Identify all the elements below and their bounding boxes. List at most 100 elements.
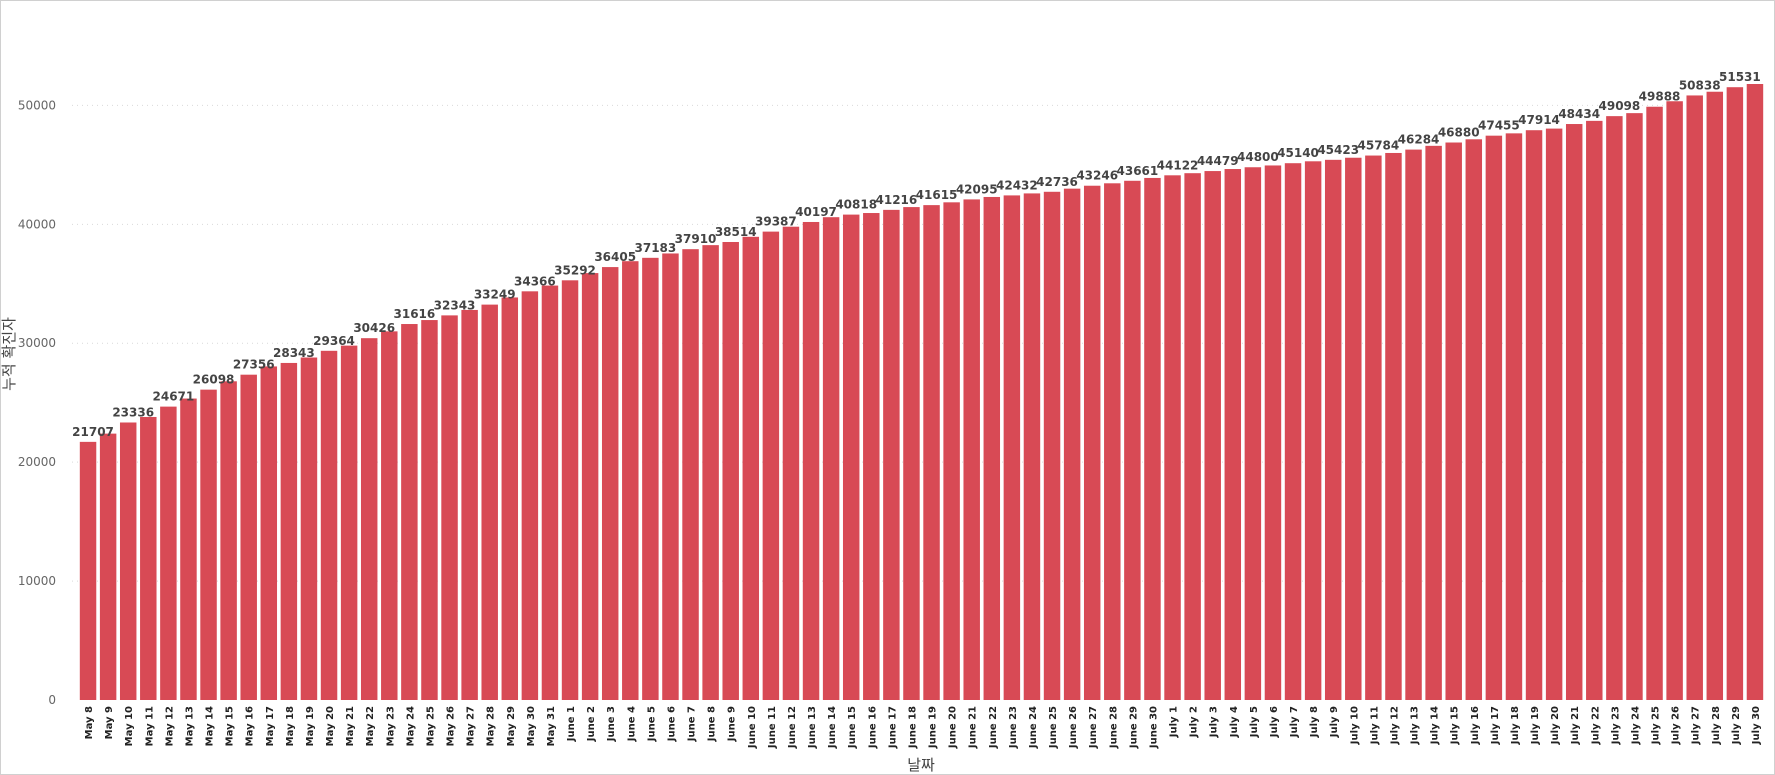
data-label: 40197 [795, 205, 837, 219]
x-tick-label: July 5 [1249, 706, 1260, 738]
x-tick-label: July 23 [1610, 706, 1621, 745]
x-tick-label: June 23 [1008, 706, 1019, 749]
data-label: 46880 [1438, 126, 1480, 140]
x-tick-label: July 3 [1209, 706, 1220, 738]
bar [903, 207, 920, 700]
y-tick-label: 20000 [18, 455, 56, 469]
bar [1606, 116, 1623, 700]
bar [943, 202, 960, 700]
data-label: 41216 [876, 193, 918, 207]
x-tick-label: June 30 [1148, 706, 1159, 749]
x-tick-label: June 24 [1028, 706, 1039, 749]
data-label: 35292 [554, 263, 596, 277]
x-tick-label: June 13 [807, 706, 818, 749]
bar [521, 291, 539, 700]
bar [441, 315, 458, 700]
data-label: 23336 [112, 405, 154, 419]
bar [1224, 169, 1242, 700]
x-tick-label: June 5 [646, 706, 657, 742]
x-tick-label: July 7 [1289, 706, 1300, 738]
bar [883, 209, 900, 701]
x-tick-label: June 2 [586, 706, 597, 742]
bar [1264, 165, 1282, 700]
bar [1565, 124, 1583, 701]
bar [1104, 183, 1121, 700]
x-tick-label: July 18 [1510, 706, 1521, 745]
data-label: 46284 [1398, 133, 1440, 147]
x-tick-label: May 15 [225, 706, 236, 746]
bar [1646, 106, 1663, 700]
bar [1425, 145, 1442, 701]
x-tick-label: June 26 [1068, 706, 1079, 749]
x-tick-label: June 11 [767, 706, 778, 749]
x-tick-label: May 26 [446, 706, 457, 746]
x-tick-label: June 25 [1048, 706, 1059, 749]
bar [622, 261, 639, 700]
x-tick-label: July 12 [1389, 706, 1400, 745]
x-tick-label: May 25 [425, 706, 436, 746]
x-tick-label: July 1 [1169, 706, 1180, 738]
x-tick-label: June 7 [687, 706, 698, 742]
bar [1304, 161, 1322, 700]
bar [1204, 171, 1221, 700]
bar [742, 236, 760, 701]
bar [1706, 91, 1724, 700]
x-tick-label: July 6 [1269, 706, 1280, 738]
x-tick-label: July 26 [1671, 706, 1682, 745]
data-label: 45423 [1317, 143, 1359, 157]
bar [1023, 193, 1041, 701]
x-tick-label: May 14 [205, 706, 216, 746]
data-label: 28343 [273, 346, 315, 360]
bar [1003, 195, 1021, 700]
bar [963, 199, 980, 700]
x-tick-label: June 16 [867, 706, 878, 749]
x-tick-label: July 30 [1751, 706, 1762, 745]
data-label: 44800 [1237, 150, 1279, 164]
bar [863, 213, 880, 700]
x-tick-label: June 9 [727, 706, 738, 742]
data-label: 24671 [153, 390, 195, 404]
bar [360, 338, 378, 700]
data-label: 44122 [1157, 158, 1199, 172]
x-tick-label: July 28 [1711, 706, 1722, 745]
bar [1445, 142, 1462, 700]
bar [1626, 113, 1643, 700]
bar [842, 214, 860, 701]
bar [1144, 177, 1161, 701]
x-tick-label: July 8 [1309, 706, 1320, 738]
x-tick-label: May 22 [365, 706, 376, 746]
bar [1164, 175, 1181, 701]
data-label: 49098 [1599, 99, 1641, 113]
x-tick-label: July 25 [1651, 706, 1662, 745]
bar [561, 280, 579, 700]
x-axis-title: 날짜 [907, 756, 935, 774]
x-tick-label: July 4 [1229, 706, 1240, 738]
data-label: 41615 [916, 188, 958, 202]
x-tick-label: July 29 [1731, 706, 1742, 745]
bar [340, 345, 358, 700]
data-label: 34366 [514, 274, 556, 288]
data-label: 45140 [1277, 146, 1319, 160]
bar [1284, 163, 1302, 700]
bars [79, 84, 1764, 701]
x-tick-label: June 22 [988, 706, 999, 749]
x-tick-label: June 14 [827, 706, 838, 749]
x-tick-label: July 22 [1590, 706, 1601, 745]
bar [1063, 188, 1081, 700]
data-label: 36405 [594, 250, 636, 264]
x-tick-label: June 6 [666, 706, 677, 742]
data-label: 21707 [72, 425, 114, 439]
x-tick-label: July 11 [1369, 706, 1380, 745]
data-label: 45784 [1358, 139, 1400, 153]
bar [1746, 84, 1764, 700]
data-label: 47455 [1478, 119, 1520, 133]
data-label: 47914 [1518, 113, 1560, 127]
bar [601, 267, 619, 700]
x-tick-label: June 21 [968, 706, 979, 749]
data-label: 29364 [313, 334, 355, 348]
data-label: 42736 [1036, 175, 1078, 189]
bar [1345, 157, 1362, 700]
x-tick-label: June 4 [626, 706, 637, 742]
data-label: 42095 [956, 182, 998, 196]
